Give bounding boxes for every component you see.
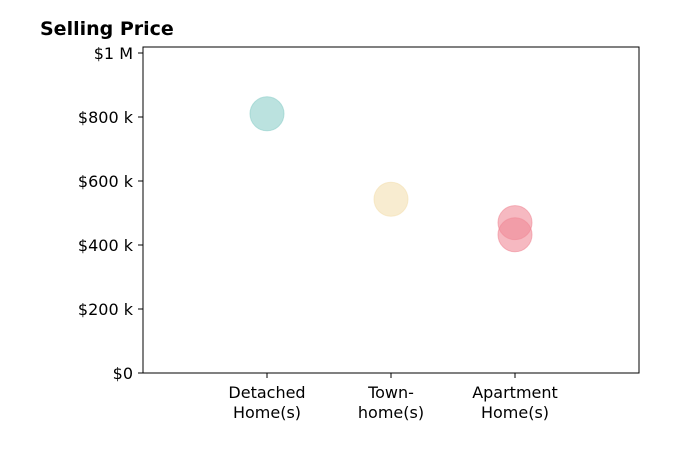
chart-title: Selling Price — [40, 18, 174, 40]
x-tick-label-2: Apartment Home(s) — [472, 383, 558, 422]
y-tick-label-2: $400 k — [78, 236, 134, 255]
x-tick-label-0: Detached Home(s) — [228, 383, 305, 422]
x-tick-label-0-line-0: Detached — [228, 383, 305, 402]
x-tick-label-1: Town-home(s) — [358, 383, 424, 422]
x-tick-label-2-line-1: Home(s) — [481, 403, 549, 422]
y-axis: $0 $200 k $400 k $600 k $800 k $1 M — [78, 44, 143, 383]
x-axis: Detached Home(s)Town-home(s)Apartment Home… — [228, 373, 558, 422]
y-tick-label-1: $200 k — [78, 300, 134, 319]
x-tick-label-2-line-0: Apartment — [472, 383, 558, 402]
y-tick-label-5: $1 M — [94, 44, 133, 63]
data-point-4 — [497, 217, 533, 253]
data-point-2 — [373, 181, 409, 217]
y-tick-label-3: $600 k — [78, 172, 134, 191]
x-tick-label-1-line-0: Town- — [367, 383, 414, 402]
chart-marks — [249, 96, 533, 253]
x-tick-label-0-line-1: Home(s) — [233, 403, 301, 422]
y-tick-label-4: $800 k — [78, 108, 134, 127]
data-point-1 — [249, 96, 285, 132]
y-tick-label-0: $0 — [113, 364, 133, 383]
x-tick-label-1-line-1: home(s) — [358, 403, 424, 422]
